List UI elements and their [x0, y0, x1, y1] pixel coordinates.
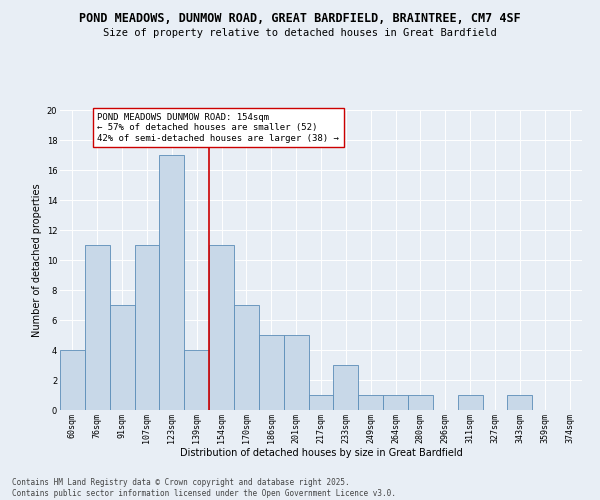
- Bar: [160, 155, 184, 410]
- Bar: [184, 350, 209, 410]
- Bar: [259, 335, 284, 410]
- Bar: [234, 305, 259, 410]
- Bar: [334, 365, 358, 410]
- Bar: [508, 395, 532, 410]
- Bar: [85, 245, 110, 410]
- Bar: [110, 305, 134, 410]
- Bar: [383, 395, 408, 410]
- X-axis label: Distribution of detached houses by size in Great Bardfield: Distribution of detached houses by size …: [179, 448, 463, 458]
- Bar: [458, 395, 482, 410]
- Text: POND MEADOWS, DUNMOW ROAD, GREAT BARDFIELD, BRAINTREE, CM7 4SF: POND MEADOWS, DUNMOW ROAD, GREAT BARDFIE…: [79, 12, 521, 26]
- Bar: [308, 395, 334, 410]
- Text: Contains HM Land Registry data © Crown copyright and database right 2025.
Contai: Contains HM Land Registry data © Crown c…: [12, 478, 396, 498]
- Y-axis label: Number of detached properties: Number of detached properties: [32, 183, 43, 337]
- Bar: [209, 245, 234, 410]
- Bar: [408, 395, 433, 410]
- Bar: [284, 335, 308, 410]
- Text: Size of property relative to detached houses in Great Bardfield: Size of property relative to detached ho…: [103, 28, 497, 38]
- Text: POND MEADOWS DUNMOW ROAD: 154sqm
← 57% of detached houses are smaller (52)
42% o: POND MEADOWS DUNMOW ROAD: 154sqm ← 57% o…: [97, 113, 339, 143]
- Bar: [134, 245, 160, 410]
- Bar: [60, 350, 85, 410]
- Bar: [358, 395, 383, 410]
